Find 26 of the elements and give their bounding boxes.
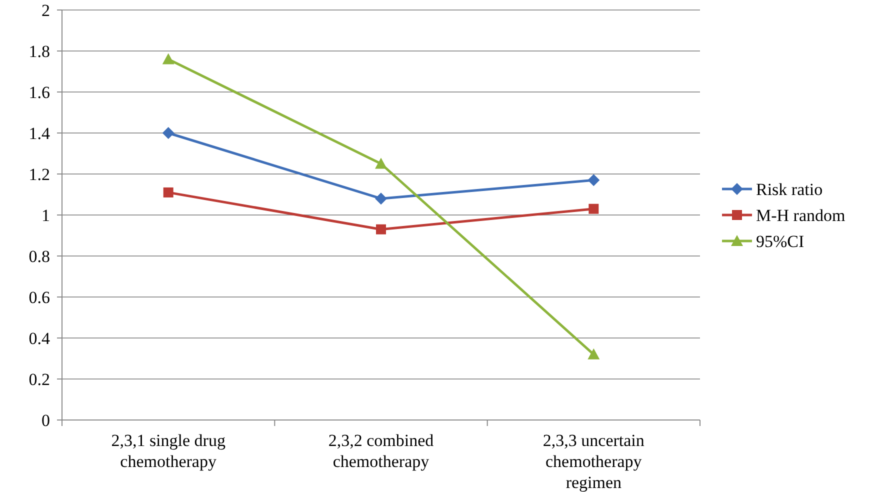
legend-label: Risk ratio (756, 180, 823, 199)
y-tick-label: 0.6 (28, 288, 50, 307)
legend-label: M-H random (756, 206, 846, 225)
y-tick-label: 0.4 (28, 328, 50, 348)
point (588, 174, 600, 186)
point (376, 224, 386, 234)
y-tick-label: 1 (42, 206, 50, 225)
point (588, 348, 600, 360)
x-tick-label: 2,3,3 uncertain chemotherapy regimen (542, 431, 645, 492)
point (163, 187, 174, 198)
y-tick-label: 0 (42, 410, 50, 430)
point (375, 192, 387, 205)
point (162, 127, 174, 139)
point (375, 158, 387, 169)
y-tick-label: 0.2 (28, 370, 50, 389)
y-tick-label: 1.2 (28, 164, 50, 184)
y-tick-label: 1.4 (28, 124, 50, 143)
point (588, 204, 599, 214)
y-tick-label: 2 (42, 0, 50, 20)
legend-label: 95%CI (756, 232, 804, 251)
x-tick-label: 2,3,1 single drug chemotherapy (111, 431, 226, 471)
y-tick-label: 0.8 (28, 246, 50, 266)
y-tick-label: 1.6 (28, 82, 50, 102)
x-tick-label: 2,3,2 combined chemotherapy (328, 431, 434, 471)
point (162, 53, 174, 64)
y-tick-label: 1.8 (28, 42, 50, 61)
